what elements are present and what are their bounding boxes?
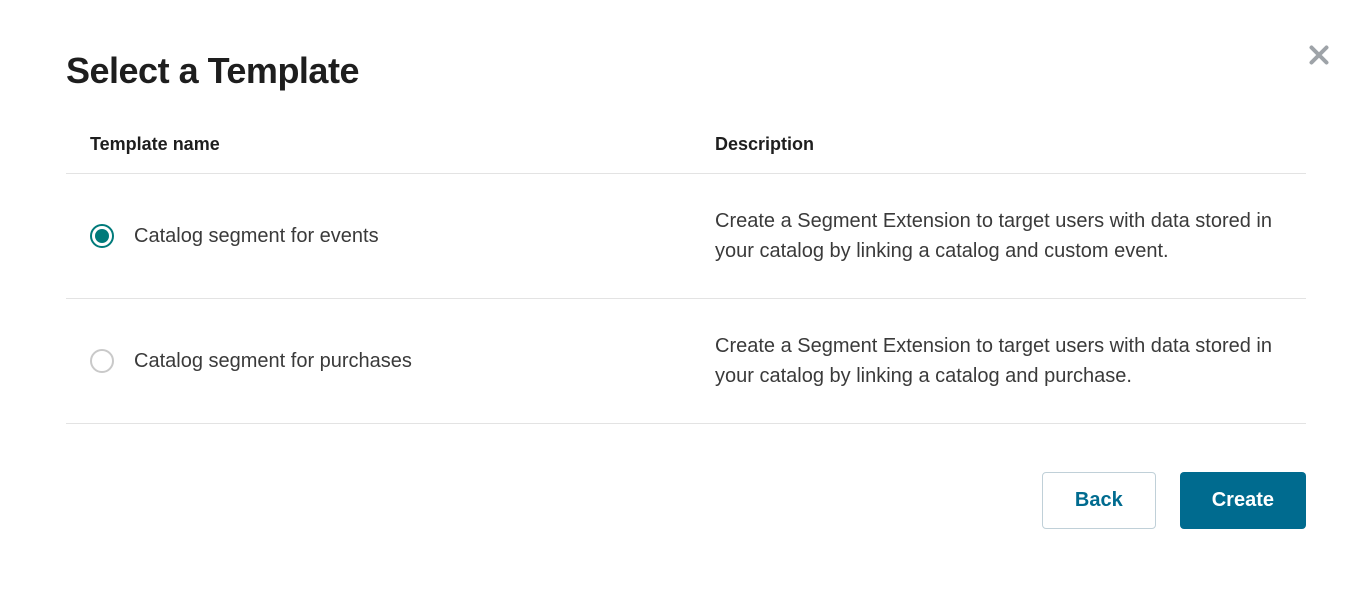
template-row-events[interactable]: Catalog segment for events Create a Segm… xyxy=(66,174,1306,299)
template-table: Template name Description Catalog segmen… xyxy=(66,134,1306,424)
template-row-purchases[interactable]: Catalog segment for purchases Create a S… xyxy=(66,299,1306,424)
close-icon xyxy=(1307,43,1331,67)
create-button[interactable]: Create xyxy=(1180,472,1306,529)
column-header-name: Template name xyxy=(90,134,715,155)
back-button[interactable]: Back xyxy=(1042,472,1156,529)
template-name-label: Catalog segment for purchases xyxy=(134,350,412,373)
template-description: Create a Segment Extension to target use… xyxy=(715,331,1282,391)
select-template-modal: Select a Template Template name Descript… xyxy=(0,0,1372,569)
template-name-label: Catalog segment for events xyxy=(134,225,379,248)
radio-purchases[interactable] xyxy=(90,349,114,373)
radio-events[interactable] xyxy=(90,224,114,248)
modal-footer: Back Create xyxy=(66,472,1306,529)
close-button[interactable] xyxy=(1306,42,1332,68)
modal-title: Select a Template xyxy=(66,50,1306,92)
template-description: Create a Segment Extension to target use… xyxy=(715,206,1282,266)
table-header-row: Template name Description xyxy=(66,134,1306,174)
column-header-description: Description xyxy=(715,134,1282,155)
